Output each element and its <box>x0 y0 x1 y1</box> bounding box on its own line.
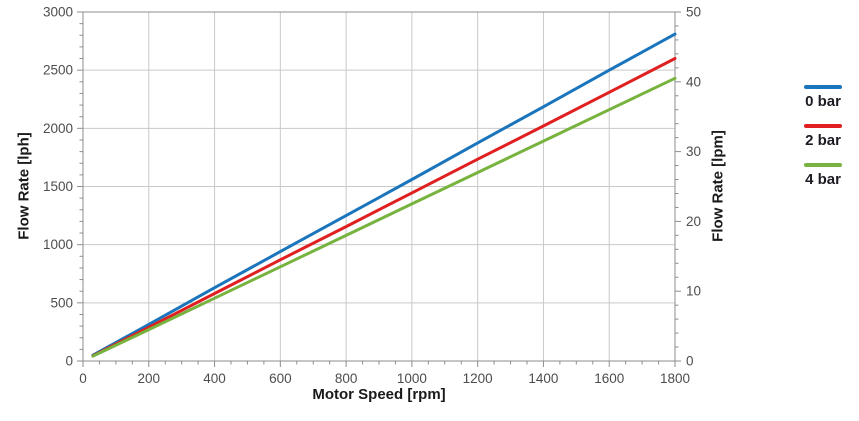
y-left-tick-label: 1500 <box>43 179 73 194</box>
x-tick-label: 1200 <box>463 371 493 386</box>
y-left-tick-label: 0 <box>65 354 73 369</box>
legend-swatch-4-bar <box>804 163 842 167</box>
x-axis-title: Motor Speed [rpm] <box>312 386 446 403</box>
y-right-tick-label: 10 <box>686 284 701 299</box>
y-left-tick-label: 1000 <box>43 237 73 252</box>
legend-label-2-bar: 2 bar <box>805 132 841 149</box>
legend-label-0-bar: 0 bar <box>805 93 841 110</box>
series-line-4-bar <box>91 76 677 358</box>
series-line-2-bar <box>91 57 677 358</box>
y-right-tick-label: 30 <box>686 144 701 159</box>
y-axis-title-left: Flow Rate [lph] <box>15 132 33 240</box>
legend-item-0-bar: 0 bar <box>786 85 859 111</box>
plot-frame <box>82 11 676 362</box>
y-right-tick-label: 50 <box>686 5 701 20</box>
legend-item-2-bar: 2 bar <box>786 124 859 150</box>
x-tick-label: 0 <box>79 371 87 386</box>
legend-label-4-bar: 4 bar <box>805 171 841 188</box>
y-right-tick-label: 20 <box>686 214 701 229</box>
x-tick-label: 200 <box>138 371 161 386</box>
x-tick-label: 1800 <box>660 371 690 386</box>
x-tick-label: 1400 <box>528 371 558 386</box>
legend-swatch-0-bar <box>804 85 842 89</box>
x-tick-label: 400 <box>203 371 226 386</box>
x-tick-label: 1000 <box>397 371 427 386</box>
y-left-tick-label: 500 <box>50 295 73 310</box>
legend: 0 bar 2 bar 4 bar <box>786 85 859 202</box>
legend-item-4-bar: 4 bar <box>786 163 859 189</box>
x-tick-label: 1600 <box>594 371 624 386</box>
y-left-tick-label: 3000 <box>43 5 73 20</box>
y-left-tick-label: 2000 <box>43 121 73 136</box>
x-tick-label: 600 <box>269 371 292 386</box>
legend-swatch-2-bar <box>804 124 842 128</box>
series-line-0-bar <box>91 32 677 357</box>
y-axis-title-right: Flow Rate [lpm] <box>709 130 727 242</box>
x-tick-label: 800 <box>335 371 358 386</box>
y-right-tick-label: 0 <box>686 354 694 369</box>
y-right-tick-label: 40 <box>686 74 701 89</box>
y-left-tick-label: 2500 <box>43 63 73 78</box>
